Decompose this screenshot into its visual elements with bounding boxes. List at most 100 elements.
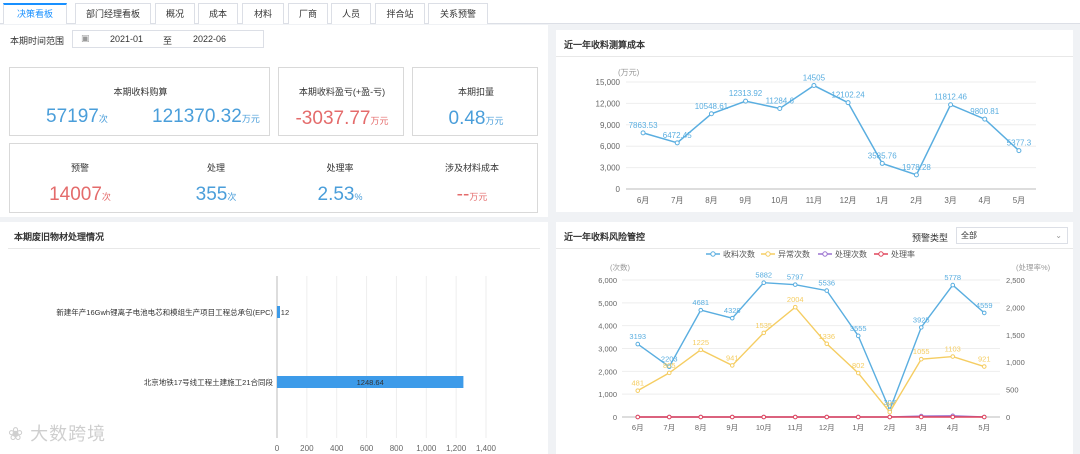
cost-y-tick: 15,000 bbox=[596, 78, 621, 87]
alerts-card: 预警 14007次 处理 355次 处理率 2.53% 涉及材料成本 --万元 bbox=[9, 143, 538, 213]
tab-mixing-station[interactable]: 拌合站 bbox=[375, 3, 425, 24]
risk-point bbox=[950, 282, 956, 288]
risk-y-right-tick: 1,000 bbox=[1006, 358, 1025, 367]
cost-data-label: 6472.45 bbox=[663, 131, 692, 140]
risk-point bbox=[824, 341, 830, 347]
receipt-count: 57197次 bbox=[46, 106, 108, 127]
cost-y-unit: (万元) bbox=[618, 68, 640, 77]
tab-personnel[interactable]: 人员 bbox=[331, 3, 371, 24]
cost-y-tick: 3,000 bbox=[600, 164, 621, 173]
cost-point bbox=[845, 100, 851, 106]
risk-point bbox=[635, 341, 641, 347]
risk-point bbox=[698, 347, 704, 353]
risk-x-tick: 2月 bbox=[884, 423, 896, 432]
period-start: 2021-01 bbox=[110, 34, 144, 44]
risk-point bbox=[981, 310, 987, 316]
risk-data-label: 1225 bbox=[692, 338, 709, 347]
cost-panel: 近一年收料测算成本 (万元) 0 3,000 6,000 9,000 12,000 15,0… bbox=[556, 30, 1073, 212]
risk-point bbox=[666, 370, 672, 376]
chevron-down-icon: ⌄ bbox=[1055, 231, 1062, 240]
risk-data-label: 2203 bbox=[661, 355, 678, 364]
risk-point bbox=[918, 356, 924, 362]
risk-legend-label: 处理率 bbox=[891, 249, 915, 259]
cost-value: --万元 bbox=[456, 184, 488, 205]
risk-x-tick: 12月 bbox=[819, 423, 835, 432]
cost-point bbox=[913, 172, 919, 178]
waste-bar bbox=[277, 306, 280, 318]
risk-data-label: 1055 bbox=[913, 347, 930, 356]
tab-decision-board[interactable]: 决策看板 bbox=[3, 3, 67, 24]
risk-y-right-tick: 500 bbox=[1006, 386, 1019, 395]
risk-data-label: 3925 bbox=[913, 315, 930, 324]
risk-y-left-tick: 0 bbox=[613, 413, 617, 422]
waste-x-tick: 800 bbox=[390, 444, 404, 453]
risk-point bbox=[981, 414, 987, 420]
waste-panel-title: 本期废旧物材处理情况 bbox=[14, 232, 105, 242]
risk-line-chart: 收料次数 异常次数 处理次数 处理率 (次数) (处理率%) 0 1,000 2,000 3,00… bbox=[598, 249, 1050, 432]
risk-point bbox=[887, 414, 893, 420]
cost-x-tick: 1月 bbox=[876, 196, 888, 205]
cost-point bbox=[674, 140, 680, 146]
risk-series-line bbox=[637, 306, 985, 414]
tab-relation-warning[interactable]: 关系预警 bbox=[428, 3, 488, 24]
tab-overview[interactable]: 概况 bbox=[155, 3, 195, 24]
period-label: 本期时间范围 bbox=[10, 36, 65, 46]
risk-point bbox=[761, 280, 767, 285]
cost-point bbox=[948, 102, 954, 108]
cost-y-tick: 9,000 bbox=[600, 121, 621, 130]
tab-dept-manager-board[interactable]: 部门经理看板 bbox=[75, 3, 151, 24]
risk-data-label: 2004 bbox=[787, 295, 804, 304]
risk-point bbox=[761, 414, 767, 420]
risk-data-label: 1535 bbox=[755, 321, 772, 330]
warning-type-select[interactable]: 全部 ⌄ bbox=[956, 227, 1068, 244]
risk-data-label: 307 bbox=[883, 398, 896, 407]
waste-x-tick: 1,000 bbox=[416, 444, 437, 453]
risk-point bbox=[635, 414, 641, 420]
risk-data-label: 4328 bbox=[724, 306, 741, 315]
risk-point bbox=[792, 414, 798, 420]
waste-data-label: 1248.64 bbox=[357, 378, 384, 387]
cost-x-tick: 5月 bbox=[1013, 196, 1025, 205]
waste-data-label: 12 bbox=[281, 308, 289, 317]
risk-point bbox=[666, 364, 672, 369]
risk-y-left-tick: 4,000 bbox=[598, 322, 617, 331]
risk-point bbox=[698, 307, 704, 313]
waste-bar-chart: 0 200 400 600 800 1,000 1,200 1,400 新建年产16Gwh锂离子… bbox=[56, 276, 497, 453]
cost-series-line bbox=[642, 84, 1020, 176]
risk-data-label: 1336 bbox=[818, 332, 835, 341]
risk-point bbox=[792, 282, 798, 287]
handle-value: 355次 bbox=[195, 184, 237, 205]
deduct-label: 本期扣量 bbox=[457, 87, 494, 97]
receipt-label: 本期收料购算 bbox=[113, 87, 168, 97]
risk-x-tick: 6月 bbox=[632, 423, 644, 432]
cost-x-tick: 11月 bbox=[806, 196, 822, 205]
tab-cost[interactable]: 成本 bbox=[198, 3, 238, 24]
risk-data-label: 5778 bbox=[944, 273, 961, 282]
cost-data-label: 7863.53 bbox=[629, 121, 658, 130]
risk-panel-divider bbox=[556, 248, 1073, 249]
risk-point bbox=[950, 354, 956, 359]
warn-value: 14007次 bbox=[49, 184, 111, 205]
cost-x-tick: 3月 bbox=[944, 196, 956, 205]
waste-x-tick: 0 bbox=[275, 444, 280, 453]
risk-x-tick: 8月 bbox=[695, 423, 707, 432]
tab-vendor[interactable]: 厂商 bbox=[288, 3, 328, 24]
risk-data-label: 4559 bbox=[976, 301, 993, 310]
risk-legend-marker bbox=[878, 251, 884, 257]
risk-point bbox=[981, 364, 987, 369]
waste-x-tick: 1,200 bbox=[446, 444, 467, 453]
period-range-picker[interactable]: ▣ 2021-01 至 2022-06 bbox=[72, 30, 264, 48]
cost-data-label: 11812.46 bbox=[934, 93, 967, 102]
tab-material[interactable]: 材料 bbox=[242, 3, 284, 24]
waste-panel-divider bbox=[8, 248, 540, 249]
risk-point bbox=[855, 333, 861, 339]
risk-point bbox=[666, 414, 672, 420]
risk-x-tick: 7月 bbox=[663, 423, 675, 432]
risk-legend-label: 异常次数 bbox=[778, 249, 810, 259]
risk-point bbox=[729, 315, 735, 321]
handle-label: 处理 bbox=[206, 163, 225, 173]
risk-point bbox=[761, 330, 767, 336]
risk-y-right-tick: 2,000 bbox=[1006, 303, 1025, 312]
risk-x-tick: 1月 bbox=[852, 423, 864, 432]
waste-x-tick: 600 bbox=[360, 444, 374, 453]
